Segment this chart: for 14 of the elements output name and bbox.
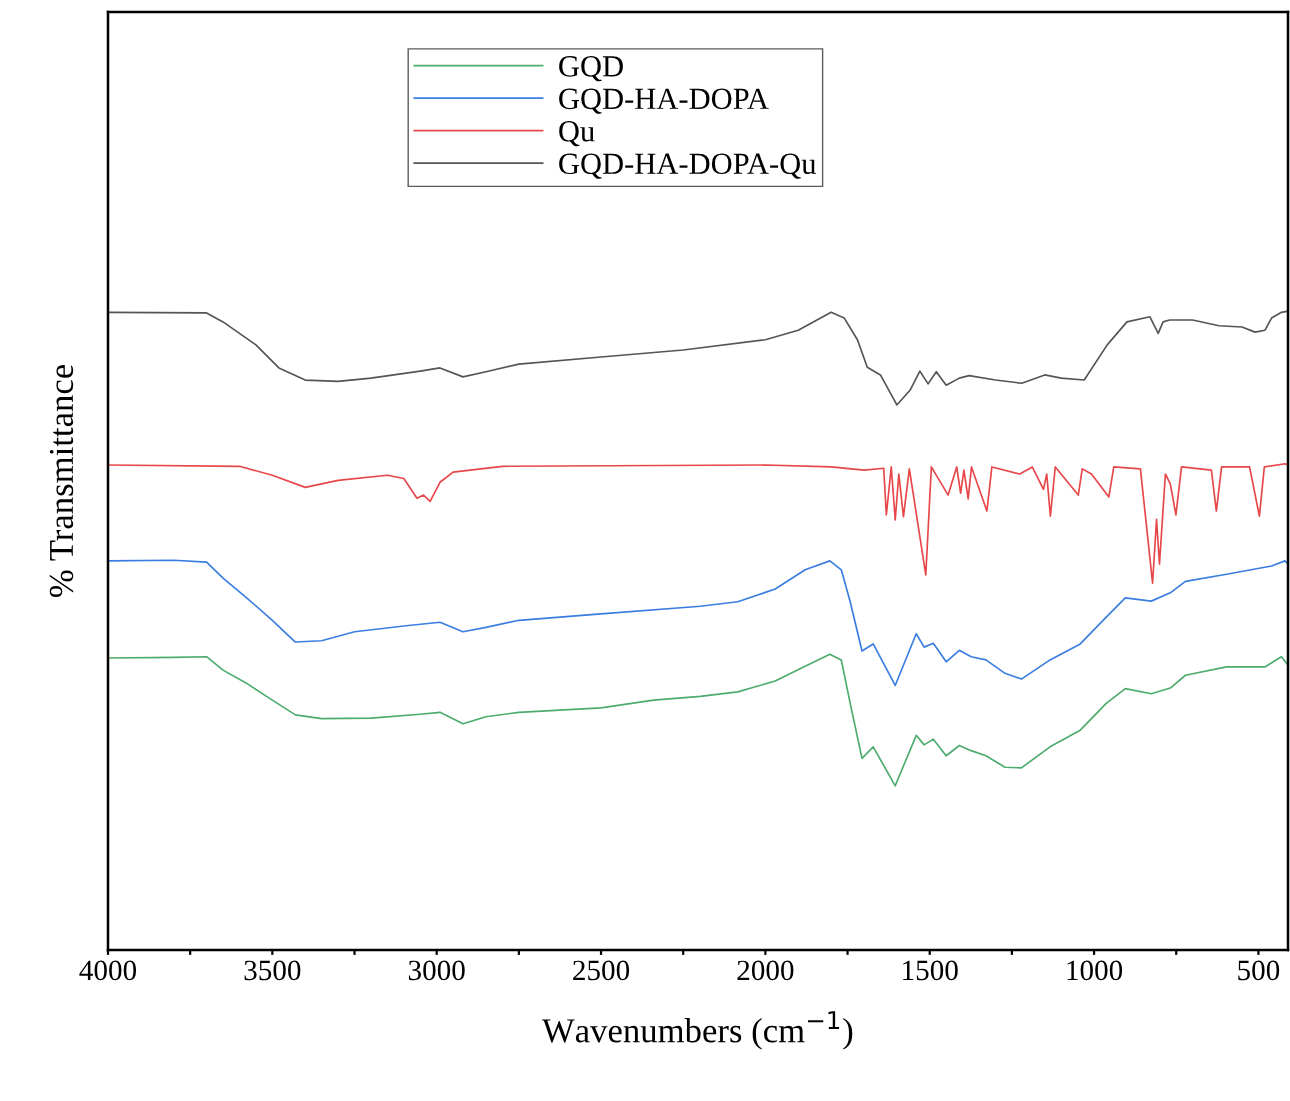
x-tick-label: 4000 — [79, 960, 137, 981]
x-tick-label: 3500 — [244, 960, 301, 981]
legend-label: GQD-HA-DOPA — [559, 88, 769, 114]
x-tick-label: 2000 — [737, 960, 794, 981]
legend-label: GQD-HA-DOPA-Qu — [559, 153, 816, 179]
x-tick-label: 1000 — [1067, 960, 1123, 981]
x-tick-label: 1500 — [903, 960, 958, 981]
legend-label: GQD — [559, 56, 623, 82]
x-tick-label: 2500 — [573, 960, 630, 981]
x-axis-title: Wavenumbers (cm$^{−1}$) — [541, 1011, 853, 1050]
y-axis-title: % Transmittance — [49, 365, 74, 597]
x-tick-label: 3000 — [408, 960, 465, 981]
x-tick-label: 500 — [1238, 960, 1280, 981]
legend-label: Qu — [559, 121, 595, 147]
